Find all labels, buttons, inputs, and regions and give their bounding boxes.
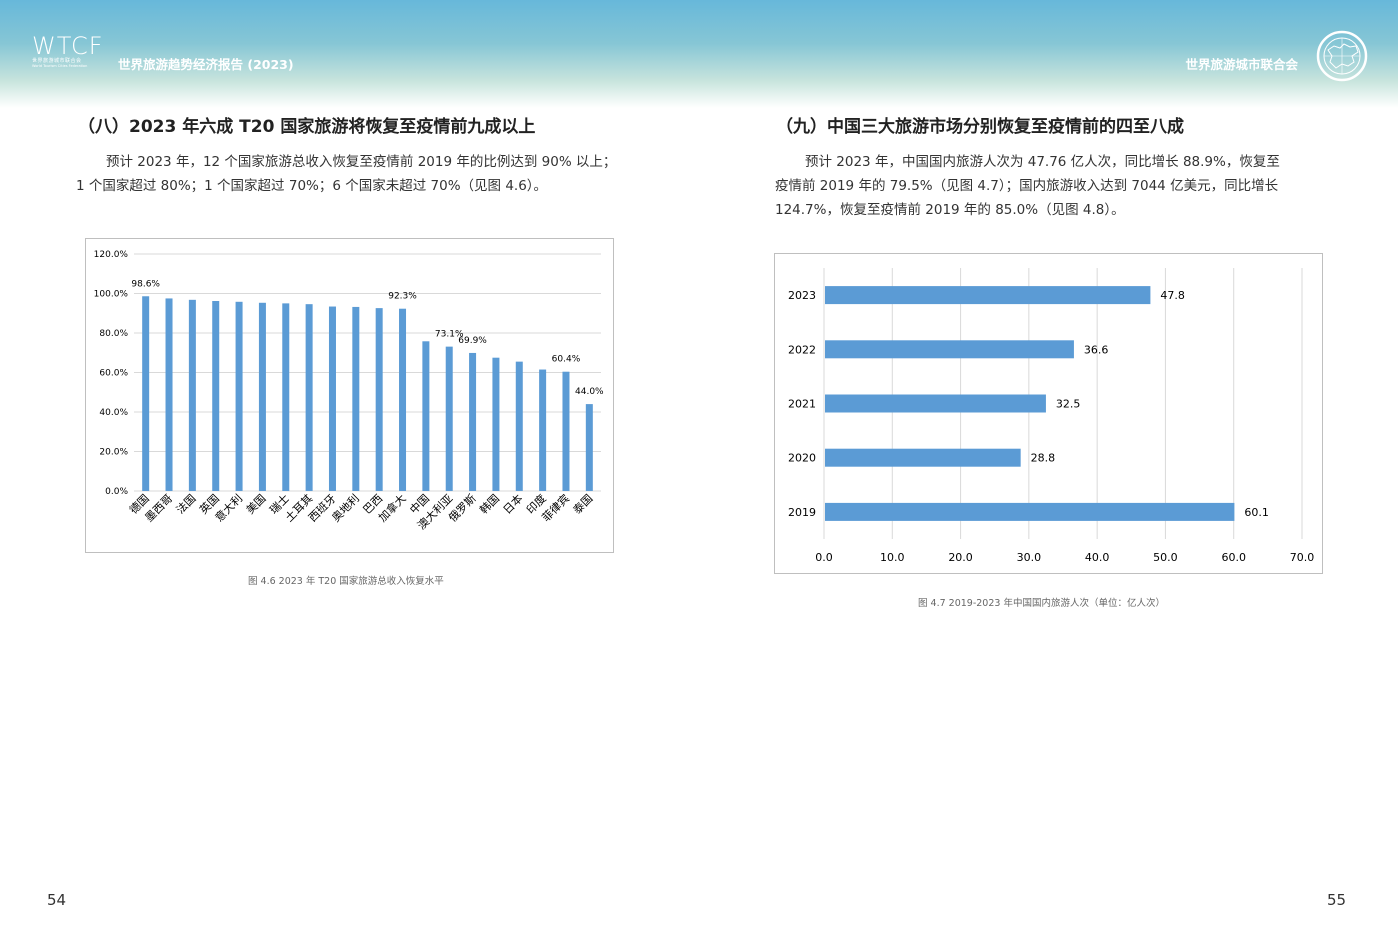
bar <box>825 394 1046 413</box>
right-paragraph-line: 预计 2023 年，中国国内旅游人次为 47.76 亿人次，同比增长 88.9%… <box>805 154 1280 170</box>
data-label: 92.3% <box>388 292 417 302</box>
bar <box>825 502 1235 521</box>
globe-icon <box>1316 30 1368 82</box>
x-tick-label: 70.0 <box>1290 551 1315 564</box>
x-tick-label: 60.0 <box>1221 551 1246 564</box>
data-label: 69.9% <box>458 336 487 346</box>
bar <box>825 448 1021 467</box>
y-tick-label: 2023 <box>788 289 816 302</box>
x-tick-label: 泰国 <box>570 491 595 516</box>
x-tick-label: 0.0 <box>815 551 833 564</box>
bar <box>235 301 243 491</box>
bar <box>212 301 220 491</box>
x-tick-label: 20.0 <box>948 551 973 564</box>
bar <box>375 308 383 491</box>
left-paragraph-line: 预计 2023 年，12 个国家旅游总收入恢复至疫情前 2019 年的比例达到 … <box>106 154 617 170</box>
wtcf-logo: WTCF 世界旅游城市联合会 World Tourism Cities Fede… <box>32 34 104 68</box>
y-tick-label: 80.0% <box>99 329 128 339</box>
bar <box>328 306 336 491</box>
data-label: 32.5 <box>1056 398 1081 411</box>
left-paragraph: 预计 2023 年，12 个国家旅游总收入恢复至疫情前 2019 年的比例达到 … <box>76 150 636 198</box>
x-tick-label: 10.0 <box>880 551 905 564</box>
right-figure-caption: 图 4.7 2019-2023 年中国国内旅游人次（单位：亿人次） <box>918 598 1165 609</box>
right-paragraph-line: 124.7%，恢复至疫情前 2019 年的 85.0%（见图 4.8）。 <box>775 202 1125 218</box>
bar <box>539 369 547 491</box>
x-tick-label: 50.0 <box>1153 551 1178 564</box>
x-tick-label: 美国 <box>244 492 269 517</box>
x-tick-label: 奥地利 <box>329 491 362 524</box>
y-tick-label: 0.0% <box>105 487 128 497</box>
right-page-number: 55 <box>1327 891 1347 909</box>
y-tick-label: 2020 <box>788 452 816 465</box>
data-label: 47.8 <box>1160 289 1185 302</box>
y-tick-label: 2019 <box>788 506 816 519</box>
bar <box>188 299 196 491</box>
bar <box>305 304 313 491</box>
y-tick-label: 100.0% <box>94 290 129 300</box>
logo-cn: 世界旅游城市联合会 <box>32 58 82 64</box>
header-band: WTCF 世界旅游城市联合会 World Tourism Cities Fede… <box>0 0 1398 108</box>
bar <box>445 346 453 491</box>
data-label: 60.1 <box>1244 506 1269 519</box>
right-section-title: （九）中国三大旅游市场分别恢复至疫情前的四至八成 <box>776 117 1184 137</box>
data-label: 28.8 <box>1031 452 1056 465</box>
report-title: 世界旅游趋势经济报告 (2023) <box>118 57 294 72</box>
bar <box>562 371 570 491</box>
x-tick-label: 菲律宾 <box>539 491 572 524</box>
right-paragraph-line: 疫情前 2019 年的 79.5%（见图 4.7）；国内旅游收入达到 7044 … <box>775 178 1279 194</box>
y-tick-label: 40.0% <box>99 408 128 418</box>
left-section-title: （八）2023 年六成 T20 国家旅游将恢复至疫情前九成以上 <box>78 117 536 137</box>
bar <box>825 286 1151 305</box>
data-label: 44.0% <box>575 387 604 397</box>
bar <box>492 357 500 491</box>
bar <box>515 361 523 491</box>
logo-mark: WTCF <box>32 32 104 60</box>
y-tick-label: 60.0% <box>99 369 128 379</box>
left-figure-caption: 图 4.6 2023 年 T20 国家旅游总收入恢复水平 <box>248 576 444 587</box>
bar <box>825 340 1074 359</box>
bar <box>585 404 593 491</box>
bar <box>282 303 290 491</box>
y-tick-label: 2022 <box>788 343 816 356</box>
x-tick-label: 法国 <box>173 491 198 516</box>
recovery-bar-chart-svg: 0.0% 20.0% 40.0% 60.0% 80.0% 100.0% 120.0% 98.6… <box>94 250 604 532</box>
data-label: 36.6 <box>1084 343 1109 356</box>
organization-name: 世界旅游城市联合会 <box>1185 57 1298 72</box>
left-paragraph-line: 1 个国家超过 80%；1 个国家超过 70%；6 个国家未超过 70%（见图 … <box>76 178 548 194</box>
y-tick-label: 20.0% <box>99 448 128 458</box>
bar <box>422 341 430 491</box>
tourist-trips-bar-chart-svg: 0.0 10.0 20.0 30.0 40.0 50.0 60.0 70.0 47.8 2023 3… <box>788 268 1315 564</box>
bar <box>399 308 407 491</box>
x-tick-label: 韩国 <box>477 491 502 516</box>
x-tick-label: 30.0 <box>1017 551 1042 564</box>
data-label: 73.1% <box>435 330 464 340</box>
x-tick-label: 意大利 <box>212 491 245 524</box>
recovery-bar-chart: 0.0% 20.0% 40.0% 60.0% 80.0% 100.0% 120.0% 98.6… <box>85 238 614 553</box>
x-tick-label: 俄罗斯 <box>446 492 479 525</box>
bar <box>165 298 173 491</box>
data-label: 98.6% <box>131 279 160 289</box>
bar <box>469 352 477 491</box>
logo-en: World Tourism Cities Federation <box>32 64 88 68</box>
x-tick-label: 日本 <box>500 491 525 516</box>
tourist-trips-bar-chart: 0.0 10.0 20.0 30.0 40.0 50.0 60.0 70.0 47.8 2023 3… <box>774 253 1323 574</box>
x-tick-label: 40.0 <box>1085 551 1110 564</box>
bar <box>142 296 150 491</box>
left-page-number: 54 <box>47 891 67 909</box>
y-tick-label: 2021 <box>788 398 816 411</box>
y-tick-label: 120.0% <box>94 250 129 260</box>
bar <box>258 302 266 491</box>
data-label: 60.4% <box>552 355 581 365</box>
bar <box>352 306 360 491</box>
right-paragraph: 预计 2023 年，中国国内旅游人次为 47.76 亿人次，同比增长 88.9%… <box>775 150 1335 222</box>
